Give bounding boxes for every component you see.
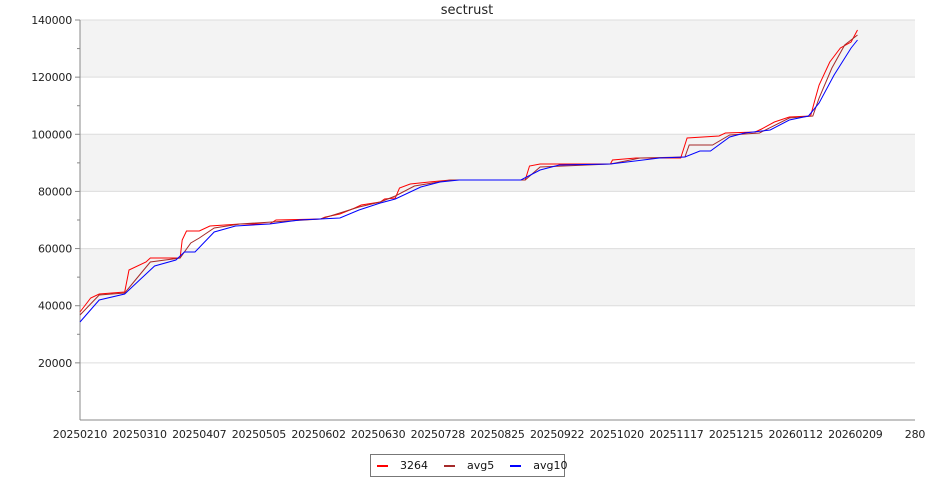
y-tick-label: 60000 bbox=[38, 243, 72, 256]
y-tick-label: 120000 bbox=[31, 71, 72, 84]
series-line-3264 bbox=[79, 29, 858, 313]
x-tick-label: 20250407 bbox=[172, 428, 227, 441]
y-tick-label: 20000 bbox=[38, 357, 72, 370]
grid-band bbox=[80, 134, 915, 192]
x-tick-label: 20250825 bbox=[470, 428, 525, 441]
legend-swatch bbox=[510, 464, 522, 467]
x-tick-label: 20250310 bbox=[112, 428, 167, 441]
legend-label: avg5 bbox=[467, 459, 495, 472]
x-tick-label: 20250630 bbox=[351, 428, 406, 441]
y-tick-label: 40000 bbox=[38, 300, 72, 313]
y-tick-label: 100000 bbox=[31, 128, 72, 141]
x-tick-label: 20251215 bbox=[709, 428, 764, 441]
x-tick-label: 20260209 bbox=[828, 428, 883, 441]
x-tick-label: 20250210 bbox=[53, 428, 108, 441]
x-tick-label: 20251117 bbox=[649, 428, 704, 441]
x-tick-label: 20250922 bbox=[530, 428, 584, 441]
y-tick-label: 140000 bbox=[31, 14, 72, 27]
x-tick-label: 20250728 bbox=[411, 428, 466, 441]
x-tick-label: 20260112 bbox=[769, 428, 823, 441]
legend-item-3264: 3264 bbox=[377, 459, 428, 472]
x-tick-label: 20251020 bbox=[590, 428, 645, 441]
grid-band bbox=[80, 20, 915, 78]
legend-item-avg10: avg10 bbox=[510, 459, 567, 472]
legend-item-avg5: avg5 bbox=[444, 459, 494, 472]
y-tick-label: 80000 bbox=[38, 185, 72, 198]
legend-swatch bbox=[444, 464, 455, 467]
legend-label: avg10 bbox=[533, 459, 568, 472]
chart-title: sectrust bbox=[441, 3, 493, 18]
legend-label: 3264 bbox=[400, 459, 428, 472]
series-line-avg10 bbox=[79, 39, 858, 323]
legend-swatch bbox=[377, 464, 388, 467]
series-line-avg5 bbox=[79, 34, 858, 316]
x-tick-label: 280 bbox=[905, 428, 926, 441]
legend: 3264 avg5 avg10 bbox=[370, 454, 567, 477]
grid-band bbox=[80, 248, 915, 306]
x-tick-label: 20250602 bbox=[291, 428, 345, 441]
x-tick-label: 20250505 bbox=[232, 428, 287, 441]
